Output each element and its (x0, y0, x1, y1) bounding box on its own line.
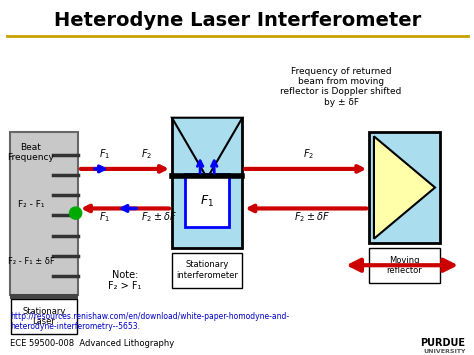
FancyBboxPatch shape (369, 248, 440, 283)
Text: Note:
F₂ > F₁: Note: F₂ > F₁ (108, 270, 142, 291)
Text: Beat
Frequency: Beat Frequency (8, 143, 55, 162)
FancyBboxPatch shape (185, 174, 229, 227)
Text: Heterodyne Laser Interferometer: Heterodyne Laser Interferometer (54, 11, 421, 29)
Text: $F_2$: $F_2$ (303, 147, 315, 161)
Text: F₂ - F₁ ± δF: F₂ - F₁ ± δF (8, 257, 55, 267)
FancyBboxPatch shape (10, 294, 78, 299)
FancyBboxPatch shape (172, 253, 242, 288)
Text: Moving
reflector: Moving reflector (387, 256, 422, 275)
FancyBboxPatch shape (172, 118, 242, 248)
Text: $F_2 \pm \delta F$: $F_2 \pm \delta F$ (141, 210, 177, 224)
Text: $F_1$: $F_1$ (99, 147, 110, 161)
Text: PURDUE: PURDUE (420, 338, 465, 348)
FancyBboxPatch shape (10, 132, 78, 295)
Polygon shape (172, 118, 242, 178)
Text: $F_1$: $F_1$ (99, 210, 110, 224)
FancyBboxPatch shape (11, 299, 77, 334)
Text: http://resources.renishaw.com/en/download/white-paper-homodyne-and-
heterodyne-i: http://resources.renishaw.com/en/downloa… (10, 312, 289, 331)
Text: $F_1$: $F_1$ (200, 194, 214, 209)
Circle shape (70, 207, 82, 219)
Text: $F_2 \pm \delta F$: $F_2 \pm \delta F$ (294, 210, 330, 224)
Text: Stationary
interferometer: Stationary interferometer (176, 260, 238, 280)
Text: Stationary
Laser: Stationary Laser (22, 307, 65, 326)
Text: ECE 59500-008  Advanced Lithography: ECE 59500-008 Advanced Lithography (10, 339, 174, 348)
Text: UNIVERSITY: UNIVERSITY (423, 349, 465, 354)
Text: F₂ - F₁: F₂ - F₁ (18, 201, 44, 209)
Polygon shape (374, 136, 435, 239)
FancyBboxPatch shape (369, 132, 440, 244)
Text: Frequency of returned
beam from moving
reflector is Doppler shifted
by ± δF: Frequency of returned beam from moving r… (281, 66, 402, 107)
Text: $F_2$: $F_2$ (141, 147, 153, 161)
